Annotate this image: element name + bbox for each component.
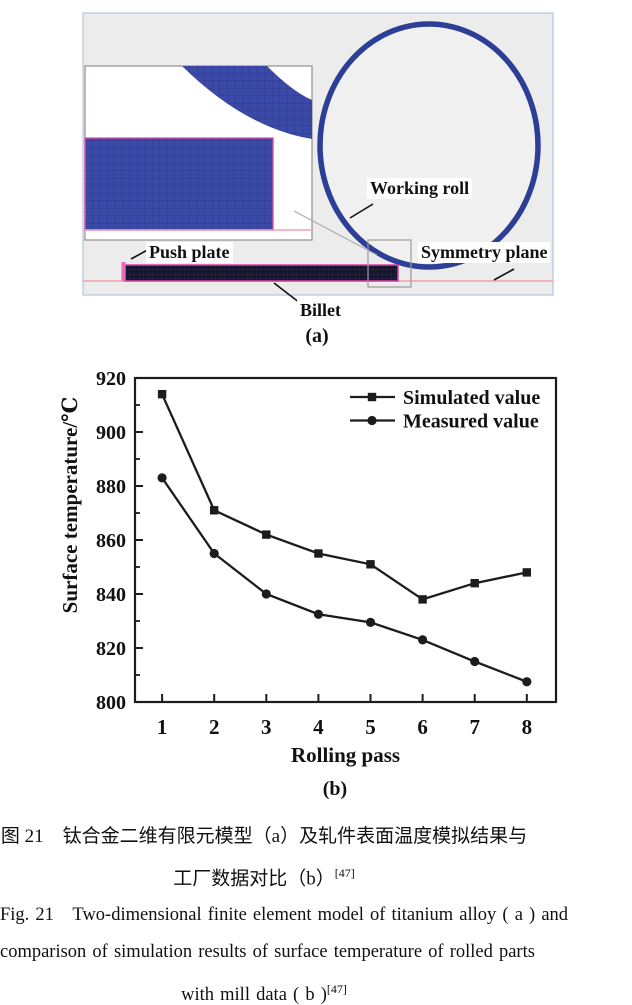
- symmetry-plane-leader: [493, 268, 515, 281]
- series-line-measured: [161, 477, 528, 683]
- billet-leader: [273, 282, 301, 304]
- working-roll-circle: [317, 21, 541, 270]
- x-tick-label: 8: [522, 715, 533, 739]
- y-tick-label: 860: [96, 530, 126, 552]
- caption-zh-line2-text: 工厂数据对比（b）: [173, 868, 335, 890]
- inset-billet-mesh: [84, 137, 274, 231]
- data-point-square: [418, 595, 427, 604]
- y-tick-label: 880: [96, 476, 126, 498]
- x-tick-label: 4: [313, 715, 324, 739]
- y-axis-title: Surface temperature/℃: [58, 397, 82, 614]
- caption-en-line2: comparison of simulation results of surf…: [0, 934, 535, 971]
- series-line-simulated: [161, 393, 528, 601]
- x-tick-label: 3: [261, 715, 272, 739]
- data-point-square: [314, 549, 323, 558]
- y-tick-label: 900: [96, 422, 126, 444]
- zoom-connector-line: [293, 210, 378, 256]
- x-tick-label: 2: [209, 715, 220, 739]
- data-point-circle: [261, 589, 271, 599]
- data-point-square: [262, 530, 271, 539]
- caption-en-line1-text: Fig. 21 Two-dimensional finite element m…: [0, 905, 569, 926]
- data-point-circle: [418, 635, 428, 645]
- billet-label: Billet: [297, 300, 344, 321]
- working-roll-leader: [349, 203, 374, 219]
- temperature-chart: 800 820 840 860 880 900 920 1 2 3 4 5 6 7 8 Simulated v…: [58, 368, 558, 767]
- caption-en-line3-text: with mill data ( b ): [181, 985, 327, 1005]
- fem-model-graphic: [82, 12, 554, 304]
- figure-caption: 图 21 钛合金二维有限元模型（a）及轧件表面温度模拟结果与 工厂数据对比（b）…: [0, 818, 568, 1005]
- data-point-square: [157, 390, 167, 399]
- data-point-circle: [522, 677, 532, 687]
- y-tick-label: 800: [96, 692, 126, 714]
- data-point-square: [522, 568, 532, 577]
- caption-en-citation: [47]: [326, 982, 347, 997]
- inset-roll-band: [182, 66, 312, 139]
- data-point-square: [209, 506, 219, 515]
- legend-marker-circle: [367, 415, 377, 426]
- data-point-circle: [365, 617, 376, 627]
- data-point-square: [470, 579, 479, 588]
- legend-label: Simulated value: [403, 387, 540, 409]
- x-axis-title: Rolling pass: [291, 743, 400, 767]
- caption-zh-citation: [47]: [334, 866, 355, 880]
- x-tick-label: 5: [365, 715, 376, 739]
- subfigure-b-tag: (b): [322, 778, 348, 800]
- push-plate-strip: [121, 262, 126, 281]
- caption-en-line2-text: comparison of simulation results of surf…: [0, 942, 535, 963]
- legend-marker-square: [367, 392, 377, 402]
- data-point-circle: [209, 548, 219, 559]
- inset-zoom-view: [84, 65, 313, 241]
- push-plate-label: Push plate: [146, 242, 233, 263]
- data-point-square: [366, 560, 375, 569]
- caption-en-line3: with mill data ( b )[47]: [0, 971, 528, 1005]
- data-point-circle: [157, 473, 167, 483]
- symmetry-plane-label: Symmetry plane: [418, 242, 551, 263]
- caption-zh-line1: 图 21 钛合金二维有限元模型（a）及轧件表面温度模拟结果与: [0, 818, 528, 855]
- billet-bar: [124, 264, 399, 282]
- caption-zh-line2: 工厂数据对比（b）[47]: [0, 855, 528, 897]
- working-roll-label: Working roll: [367, 178, 473, 199]
- zoom-region-box: [367, 239, 412, 288]
- legend-label: Measured value: [403, 411, 539, 433]
- x-tick-label: 6: [417, 715, 428, 739]
- caption-en-line1: Fig. 21 Two-dimensional finite element m…: [0, 897, 568, 934]
- caption-zh-line1-text: 图 21 钛合金二维有限元模型（a）及轧件表面温度模拟结果与: [0, 826, 528, 847]
- y-tick-label: 820: [96, 638, 126, 660]
- data-point-circle: [313, 609, 324, 619]
- y-tick-label: 920: [96, 368, 126, 390]
- subfigure-a-tag: (a): [305, 325, 329, 347]
- x-tick-label: 7: [469, 715, 480, 739]
- x-tick-label: 1: [157, 715, 168, 739]
- y-tick-label: 840: [96, 584, 126, 606]
- data-point-circle: [470, 656, 480, 667]
